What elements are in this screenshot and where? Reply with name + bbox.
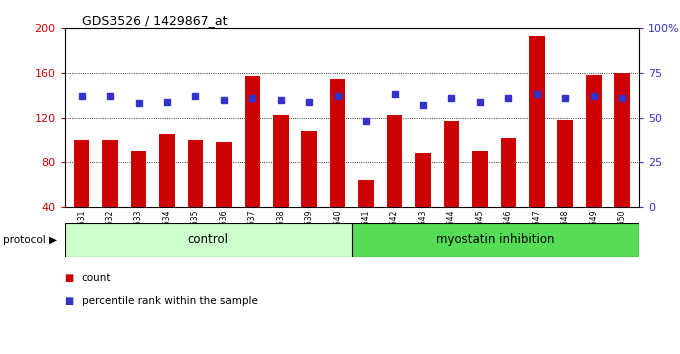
Bar [245, 76, 260, 207]
Bar [301, 131, 317, 207]
Bar [131, 151, 146, 207]
Bar [216, 142, 232, 207]
Bar [529, 36, 545, 207]
Bar [387, 115, 403, 207]
Bar [586, 75, 602, 207]
Text: percentile rank within the sample: percentile rank within the sample [82, 296, 258, 306]
Text: count: count [82, 273, 111, 283]
Text: control: control [188, 233, 228, 246]
Text: GDS3526 / 1429867_at: GDS3526 / 1429867_at [82, 14, 227, 27]
Bar [558, 120, 573, 207]
Bar [472, 151, 488, 207]
Bar [74, 140, 90, 207]
Bar [102, 140, 118, 207]
Text: myostatin inhibition: myostatin inhibition [437, 233, 555, 246]
Bar [273, 115, 288, 207]
Bar [415, 154, 431, 207]
Text: ■: ■ [65, 273, 74, 283]
Text: ■: ■ [65, 296, 74, 306]
Bar [65, 223, 352, 257]
Text: protocol ▶: protocol ▶ [3, 235, 57, 245]
Bar [188, 140, 203, 207]
Bar [358, 180, 374, 207]
Bar [443, 121, 459, 207]
Bar [352, 223, 639, 257]
Bar [159, 135, 175, 207]
Bar [500, 138, 516, 207]
Bar [330, 79, 345, 207]
Bar [614, 73, 630, 207]
